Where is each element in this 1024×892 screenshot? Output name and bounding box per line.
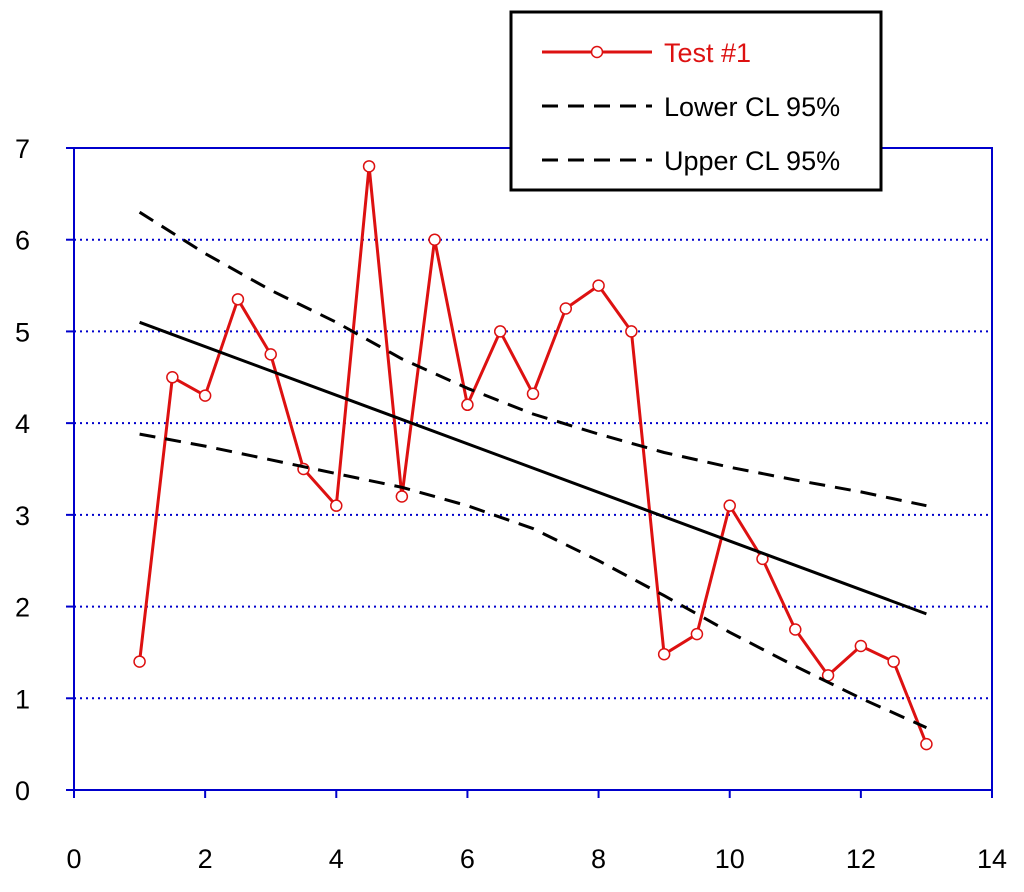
series-line-fit-line	[139, 320, 927, 616]
y-tick-label-1: 1	[15, 684, 30, 714]
x-tick-label-3: 6	[460, 844, 475, 874]
legend: Test #1 Lower CL 95% Upper CL 95%	[509, 10, 883, 192]
x-tick-label-2: 4	[329, 844, 344, 874]
data-point-test-1-12	[526, 387, 540, 401]
series-line-upper-cl-95	[138, 210, 927, 508]
x-tick-label-6: 12	[846, 844, 876, 874]
data-point-test-1-22	[854, 639, 868, 653]
data-point-test-1-4	[264, 348, 277, 361]
data-point-test-1-3	[231, 293, 245, 306]
data-point-test-1-7	[362, 160, 376, 173]
y-tick-label-2: 2	[15, 593, 30, 623]
series-line-lower-cl-95	[139, 432, 928, 729]
series-lines	[133, 160, 933, 751]
x-tick-label-4: 8	[591, 844, 606, 874]
x-tick-label-5: 10	[715, 844, 745, 874]
data-point-test-1-16	[657, 648, 671, 661]
legend-label-test-1: Test #1	[664, 38, 751, 68]
y-tick-label-4: 4	[15, 409, 30, 439]
x-tick-label-0: 0	[66, 844, 81, 874]
data-point-test-1-18	[723, 499, 736, 512]
y-tick-label-5: 5	[15, 317, 30, 347]
x-tick-label-7: 14	[977, 844, 1007, 874]
data-point-test-1-2	[198, 389, 212, 402]
data-point-test-1-10	[461, 398, 474, 412]
legend-label-lower-cl-95: Lower CL 95%	[664, 92, 840, 122]
data-point-test-1-23	[887, 655, 900, 668]
data-point-test-1-24	[920, 737, 933, 751]
data-point-test-1-1	[166, 371, 179, 384]
data-point-test-1-11	[493, 325, 507, 338]
legend-marker-test-1	[590, 45, 604, 59]
y-tick-label-0: 0	[15, 776, 30, 806]
y-tick-label-7: 7	[15, 134, 30, 164]
x-tick-label-1: 2	[198, 844, 213, 874]
data-point-test-1-6	[330, 499, 343, 512]
data-point-test-1-9	[428, 233, 441, 246]
data-point-test-1-8	[395, 490, 409, 503]
data-point-test-1-15	[625, 325, 638, 338]
data-point-test-1-14	[592, 279, 605, 292]
data-point-test-1-20	[789, 623, 802, 636]
y-tick-label-3: 3	[15, 501, 30, 531]
y-tick-label-6: 6	[15, 226, 30, 256]
data-point-test-1-0	[133, 655, 146, 668]
legend-label-upper-cl-95: Upper CL 95%	[664, 146, 840, 176]
data-point-test-1-17	[690, 627, 704, 641]
data-point-test-1-13	[559, 302, 573, 315]
